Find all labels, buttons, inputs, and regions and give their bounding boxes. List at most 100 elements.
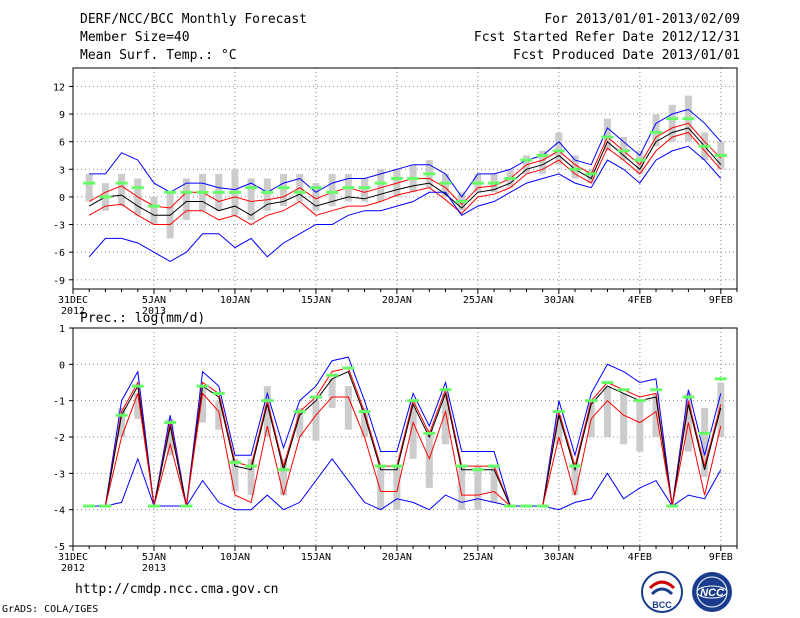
temp-spread-box (636, 150, 644, 174)
prec-max-line (89, 356, 722, 507)
temp-marker (471, 181, 484, 185)
temp-spread-box (150, 196, 158, 225)
prec-marker (245, 464, 258, 468)
prec-xtick-label: 4FEB (628, 552, 652, 563)
temp-marker (714, 153, 727, 157)
prec-xtick-sublabel: 2012 (61, 563, 85, 574)
prec-spread-box (215, 400, 223, 430)
website-url[interactable]: http://cmdp.ncc.cma.gov.cn (75, 582, 279, 597)
prec-xtick-label: 5JAN (142, 552, 166, 563)
prec-spread-box (134, 393, 142, 419)
ncc-logo-text: NCC (700, 587, 725, 599)
prec-marker (569, 464, 582, 468)
temp-spread-box (280, 173, 288, 207)
temp-marker (617, 149, 630, 153)
prec-marker (131, 384, 144, 388)
temp-marker (439, 181, 452, 185)
chart-title: DERF/NCC/BCC Monthly Forecast (80, 12, 307, 27)
prec-marker (83, 504, 96, 508)
prec-marker (504, 504, 517, 508)
temp-spread-box (263, 178, 271, 211)
prec-spread-box (328, 378, 336, 408)
temp-marker (552, 149, 565, 153)
temp-xtick-label: 25JAN (463, 295, 493, 306)
prec-spread-box (166, 418, 174, 456)
temp-marker (83, 181, 96, 185)
prec-marker (423, 431, 436, 435)
temp-marker (374, 181, 387, 185)
prec-spread-box (474, 466, 482, 510)
temp-upper-line (88, 122, 722, 209)
prec-spread-box (361, 407, 369, 437)
prec-marker (374, 464, 387, 468)
prec-ytick-label: -5 (53, 542, 65, 553)
prec-spread-box (312, 400, 320, 441)
temp-marker (99, 195, 112, 199)
temp-marker (261, 190, 274, 194)
temp-marker (504, 177, 517, 180)
temp-spread-box (118, 173, 126, 207)
temp-mean-line (88, 127, 722, 216)
prec-marker (520, 504, 533, 508)
prec-marker (536, 504, 549, 508)
temp-spread-box (620, 137, 628, 161)
prec-marker (617, 388, 630, 392)
temp-marker (293, 190, 306, 194)
prec-ytick-label: -1 (53, 397, 65, 408)
temp-marker (520, 158, 533, 162)
prec-xtick-label: 31DEC (58, 552, 88, 563)
temp-spread-box (182, 178, 190, 220)
prec-marker (390, 464, 403, 468)
prec-spread-box (490, 466, 498, 503)
ncc-logo: NCC (692, 572, 732, 612)
prec-marker (180, 504, 193, 508)
temp-spread-box (587, 169, 595, 184)
prec-marker (552, 410, 565, 414)
temp-marker (423, 172, 436, 176)
temp-marker (488, 181, 501, 185)
prec-ytick-label: -3 (53, 469, 65, 480)
prec-marker (115, 413, 128, 417)
prec-ytick-label: 0 (59, 360, 65, 371)
prec-xtick-label: 20JAN (382, 552, 412, 563)
prec-spread-box (636, 400, 644, 452)
temp-marker (164, 190, 177, 194)
temp-marker (309, 186, 322, 190)
temp-marker (115, 181, 128, 185)
prec-spread-box (652, 393, 660, 437)
temp-marker (196, 190, 209, 194)
prec-spread-box (571, 462, 579, 496)
prec-spread-box (377, 466, 385, 510)
prec-marker (455, 464, 468, 468)
prec-marker (682, 395, 695, 399)
temp-marker (212, 190, 225, 194)
temp-marker (131, 186, 144, 190)
temp-marker (358, 186, 371, 190)
temp-frame (72, 67, 738, 290)
prec-spread-box (247, 458, 255, 496)
temp-marker (569, 167, 582, 171)
temp-xtick-sublabel: 2012 (61, 306, 85, 317)
temp-lower-line (88, 131, 722, 226)
prec-spread-box (296, 407, 304, 437)
prec-spread-box (231, 458, 239, 492)
prec-spread-box (199, 386, 207, 423)
prec-marker (650, 388, 663, 392)
prec-marker (585, 399, 598, 403)
temp-marker (633, 158, 646, 162)
bcc-logo: BCC (641, 571, 683, 613)
prec-min-line (89, 457, 722, 511)
prec-ytick-label: 1 (59, 324, 65, 335)
temp-spread-box (555, 132, 563, 165)
prec-marker (309, 395, 322, 399)
temp-ytick-label: -3 (53, 221, 65, 232)
prec-xtick-sublabel: 2013 (142, 563, 166, 574)
temp-ytick-label: -9 (53, 276, 65, 287)
temp-spread-box (361, 178, 369, 202)
temp-spread-box (603, 118, 611, 151)
prec-spread-box (118, 407, 126, 437)
temp-spread-box (539, 150, 547, 174)
prec-xtick-label: 30JAN (544, 552, 574, 563)
temp-marker (342, 186, 355, 190)
prec-marker (212, 391, 225, 395)
